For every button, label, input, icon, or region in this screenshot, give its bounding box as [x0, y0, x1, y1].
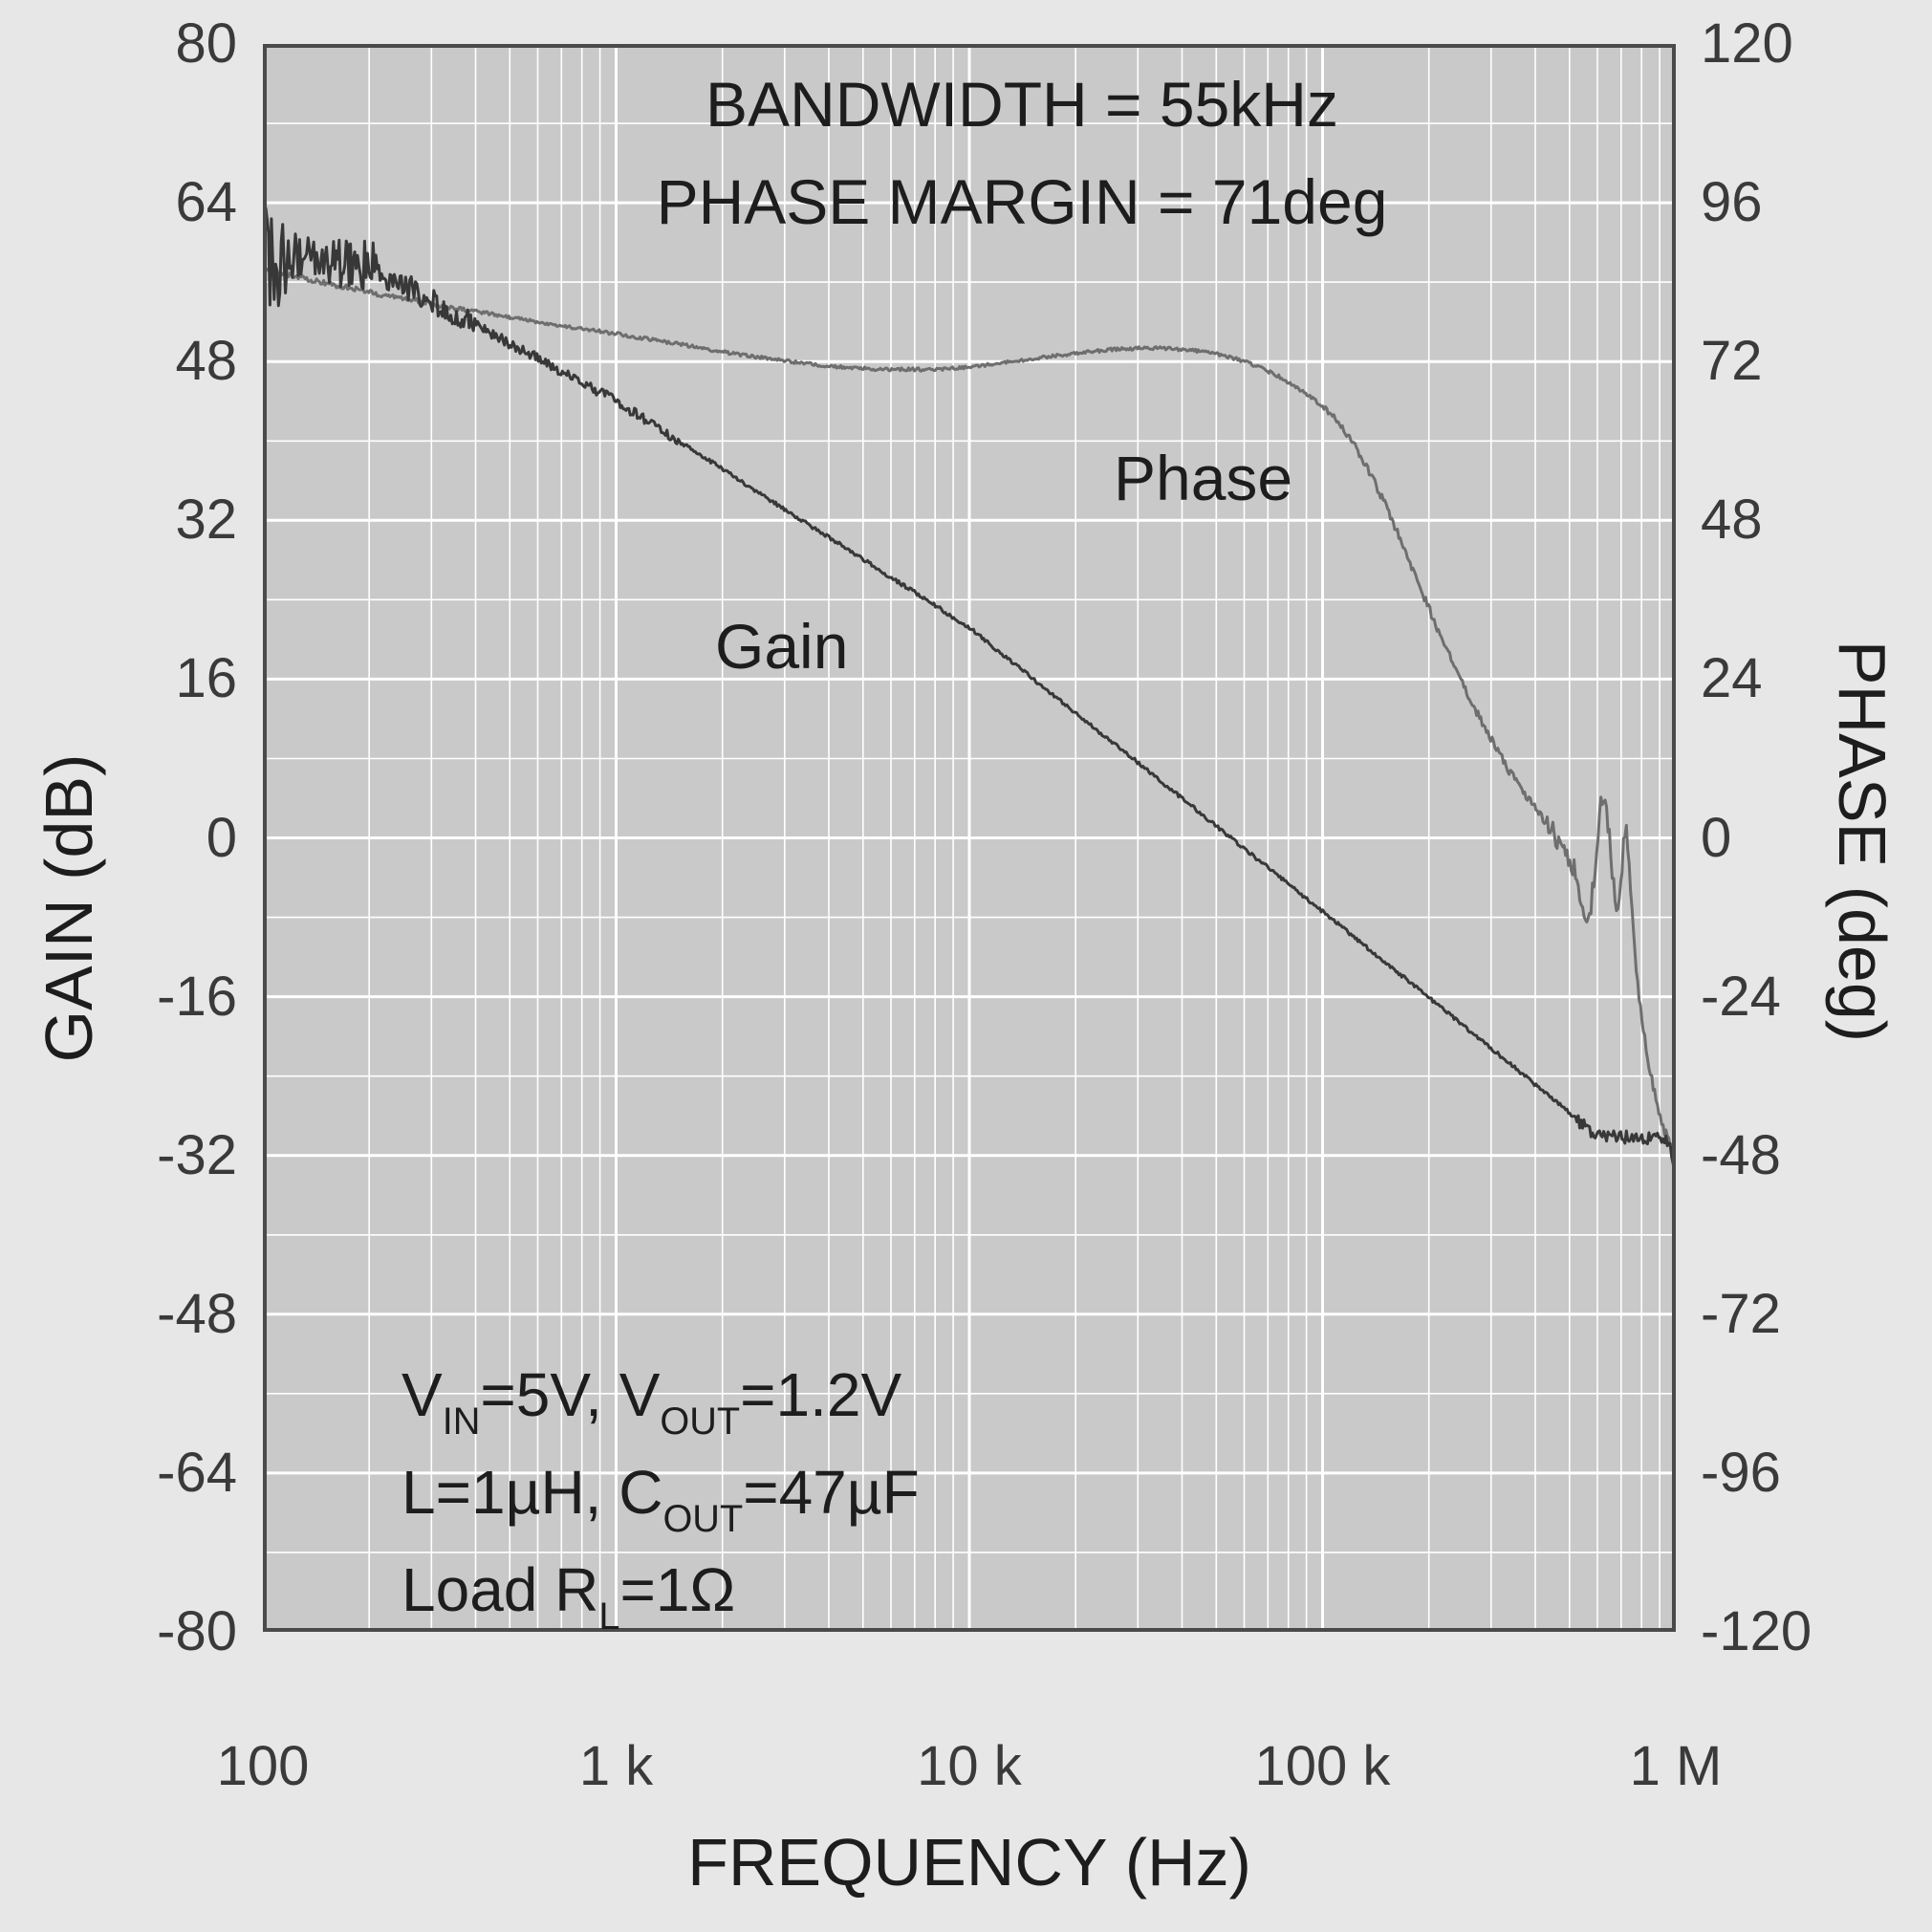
y-right-tick-label: -96 [1701, 1441, 1781, 1504]
annotation-block: BANDWIDTH = 55kHz PHASE MARGIN = 71deg [657, 55, 1388, 250]
y-right-tick-label: 48 [1701, 488, 1763, 552]
condition-line: L=1µH, COUT=47µF [402, 1458, 920, 1540]
y-left-tick-label: -16 [157, 965, 237, 1028]
condition-line: Load RL=1Ω [402, 1555, 736, 1638]
x-tick-label: 1 k [578, 1735, 654, 1797]
y-left-tick-label: 48 [175, 330, 237, 393]
gain-curve [261, 206, 1678, 1180]
y-right-tick-label: 0 [1701, 806, 1732, 869]
y-right-tick-label: 72 [1701, 330, 1763, 393]
y-left-tick-label: -64 [157, 1441, 237, 1504]
phase-curve-label: Phase [1114, 443, 1293, 513]
y-left-tick-label: 80 [175, 12, 237, 75]
x-tick-label: 10 k [917, 1735, 1022, 1797]
plot-area [261, 44, 1678, 1632]
x-axis-title: FREQUENCY (Hz) [687, 1825, 1251, 1899]
bandwidth-annotation: BANDWIDTH = 55kHz [706, 69, 1338, 140]
condition-line: VIN=5V, VOUT=1.2V [402, 1360, 902, 1443]
y-right-axis-title: PHASE (deg) [1825, 640, 1899, 1043]
y-left-tick-label: -48 [157, 1282, 237, 1345]
y-left-tick-label: 16 [175, 647, 237, 710]
x-tick-label: 100 [216, 1735, 310, 1797]
phase-curve [262, 267, 1678, 1158]
y-right-tick-label: -24 [1701, 965, 1781, 1028]
test-conditions-block: VIN=5V, VOUT=1.2V L=1µH, COUT=47µF Load RL… [402, 1346, 920, 1639]
y-left-tick-label: 32 [175, 488, 237, 552]
y-left-tick-label: 0 [206, 806, 237, 869]
y-right-tick-label: 24 [1701, 647, 1763, 710]
phase-margin-annotation: PHASE MARGIN = 71deg [656, 166, 1388, 237]
y-right-tick-label: -72 [1701, 1282, 1781, 1345]
y-left-tick-label: -32 [157, 1123, 237, 1186]
gain-curve-label: Gain [715, 611, 849, 682]
x-tick-label: 1 M [1629, 1735, 1723, 1797]
y-left-tick-label: 64 [175, 171, 237, 234]
y-right-tick-label: -48 [1701, 1123, 1781, 1186]
y-right-tick-label: -120 [1701, 1600, 1813, 1662]
chart-svg [261, 44, 1678, 1632]
y-left-tick-label: -80 [157, 1600, 237, 1662]
y-right-tick-label: 96 [1701, 171, 1763, 234]
x-tick-label: 100 k [1254, 1735, 1391, 1797]
y-right-tick-label: 120 [1701, 12, 1793, 75]
